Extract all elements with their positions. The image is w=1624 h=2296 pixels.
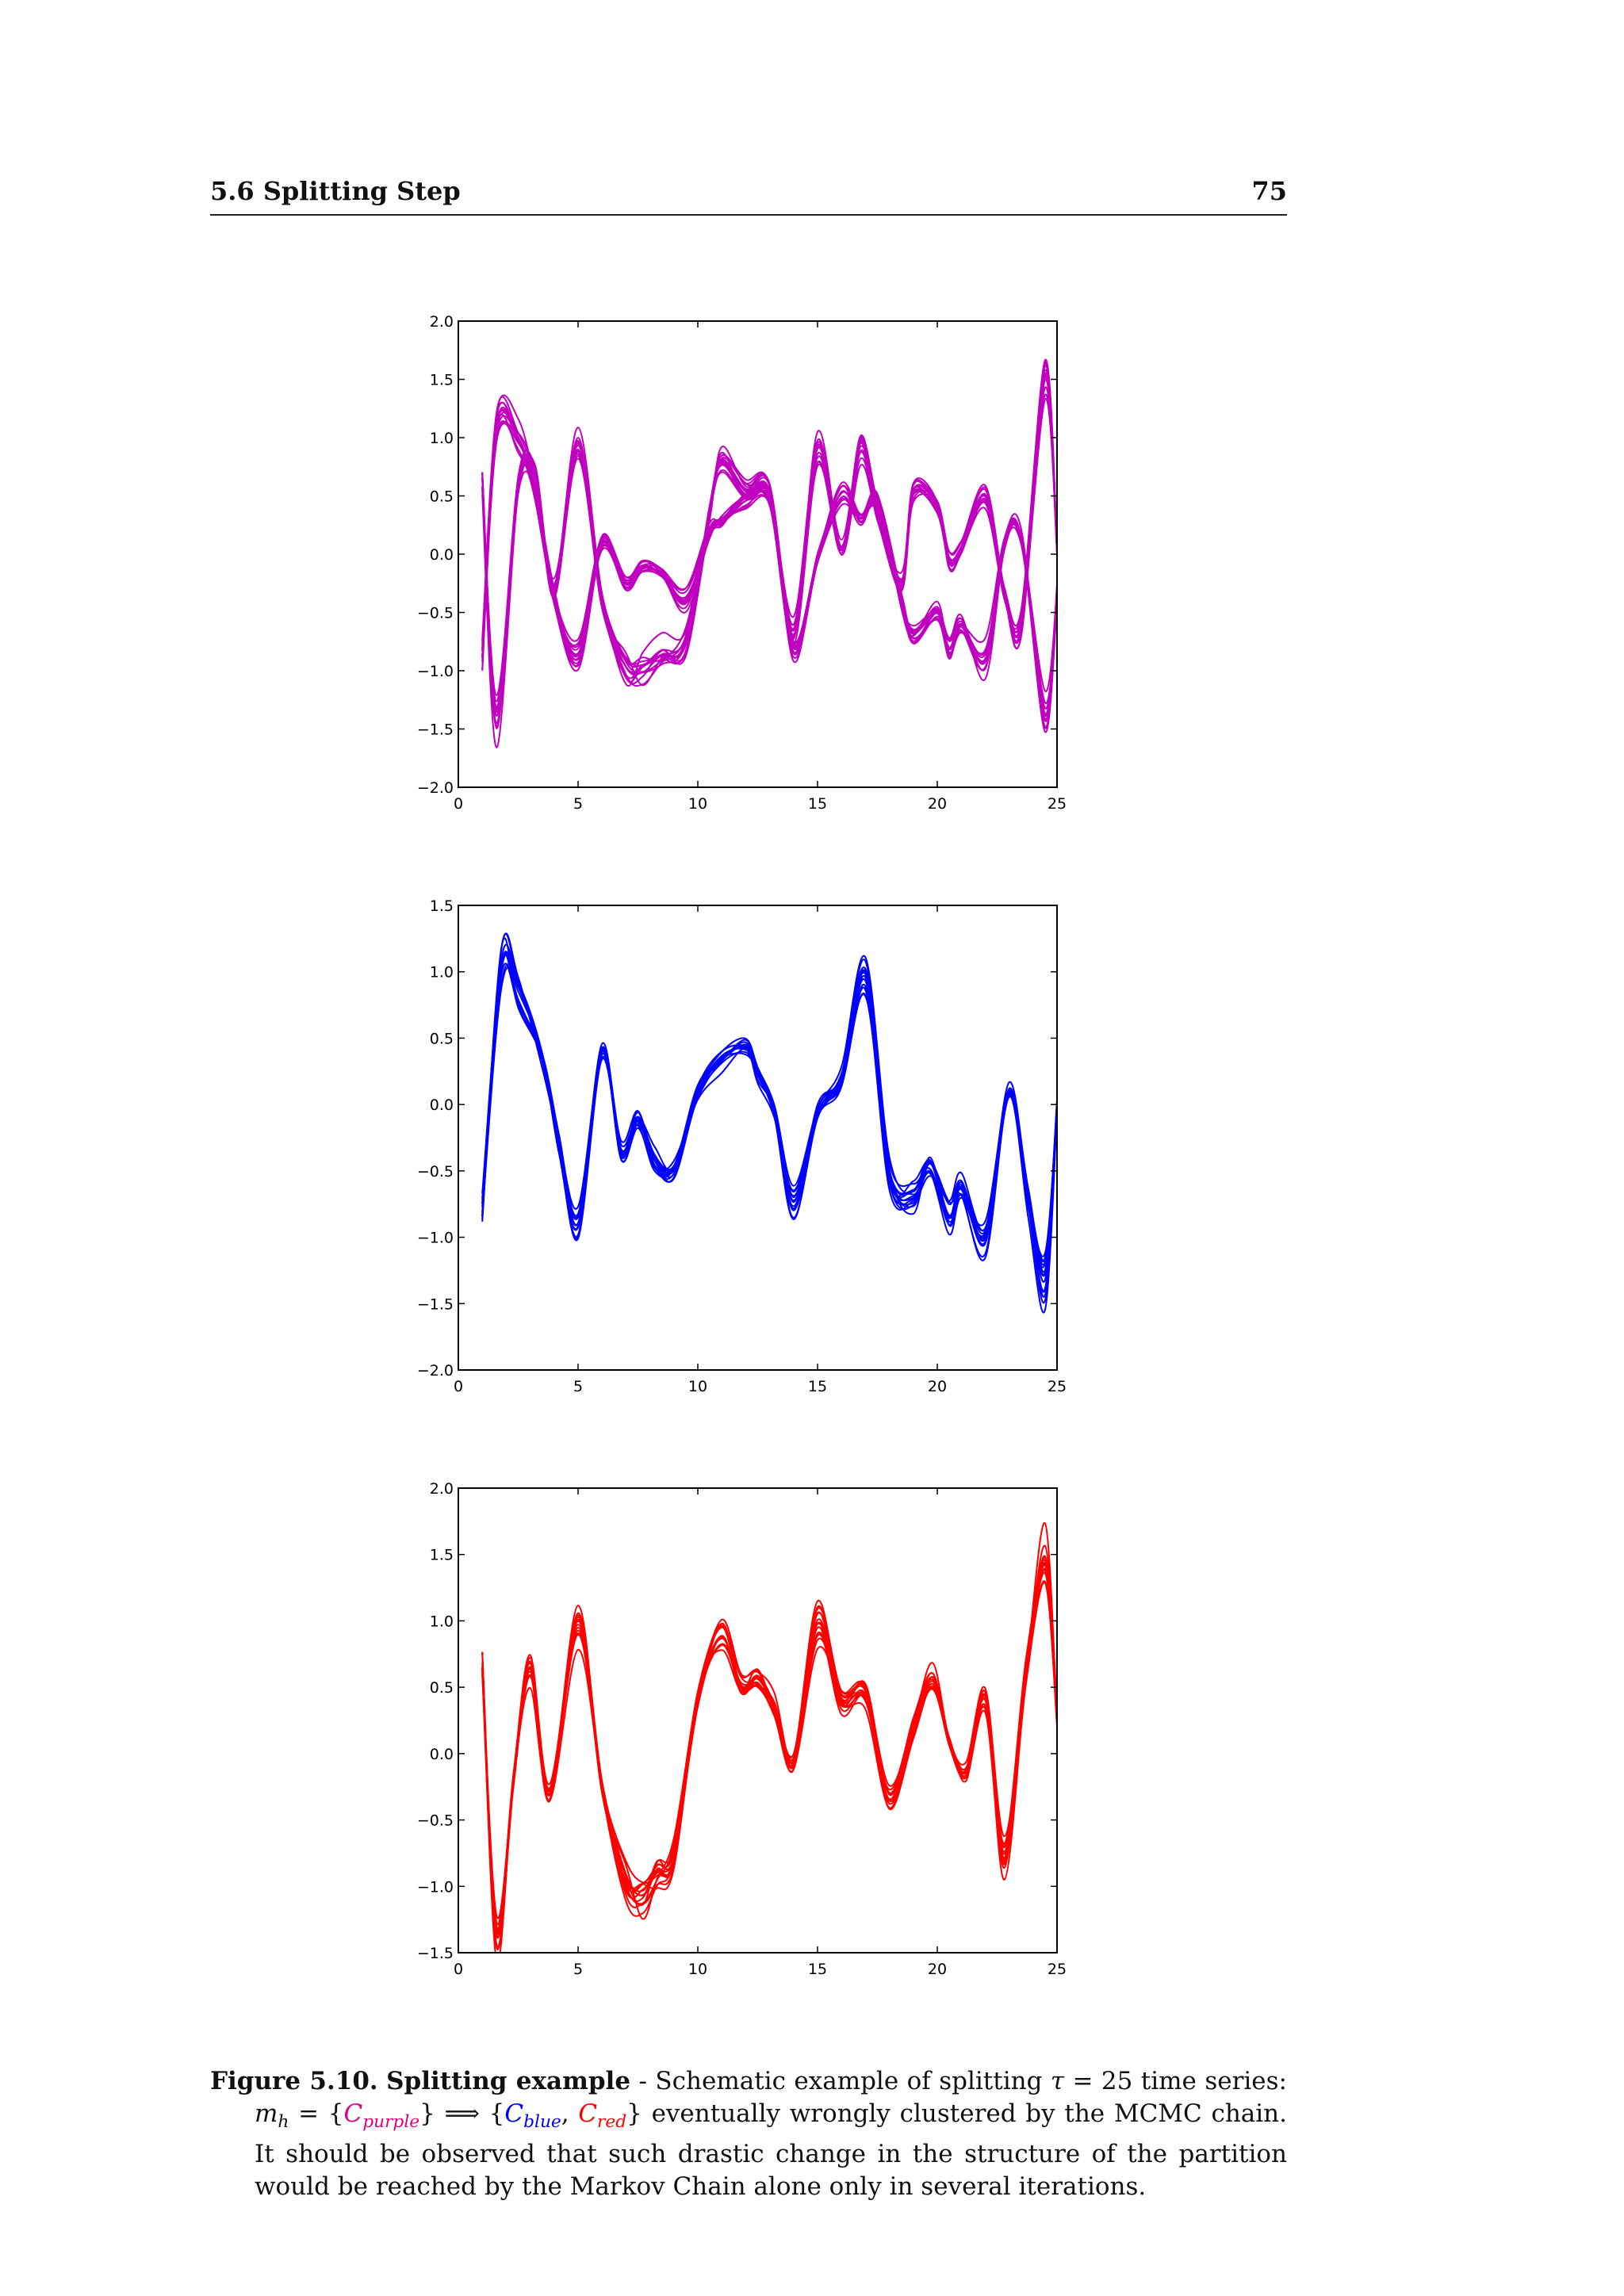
figure-title: Splitting example (386, 2067, 631, 2095)
running-head: 5.6 Splitting Step 75 (210, 173, 1287, 216)
y-tick-label: 1.5 (430, 1547, 454, 1564)
y-tick-label: −2.0 (417, 1362, 454, 1380)
x-tick-label: 15 (808, 1378, 827, 1395)
series-line-0-6 (481, 393, 1057, 671)
y-tick-label: 1.5 (430, 897, 454, 915)
series-line-0-8 (481, 951, 1057, 1292)
series-line-1-8 (481, 444, 1057, 717)
series-line-0-13 (481, 398, 1057, 660)
y-tick-label: −1.0 (417, 663, 454, 680)
x-tick-label: 25 (1048, 795, 1067, 813)
purple-chart: 0 5 10 15 20 25 −2.0 −1.5 −1.0 −0.5 0.0 0.5 1.0 1.5 2.… (417, 313, 1067, 813)
x-tick-label: 10 (688, 795, 707, 813)
x-tick-label: 25 (1048, 1961, 1067, 1978)
x-tick-label: 0 (454, 1961, 463, 1978)
x-tick-label: 5 (573, 1961, 583, 1978)
y-tick-label: 1.0 (430, 964, 454, 982)
figure-caption: Figure 5.10. Splitting example - Schemat… (210, 2067, 1288, 2202)
y-tick-label: 0.5 (430, 1030, 454, 1047)
y-tick-label: −0.5 (417, 1812, 454, 1830)
x-tick-label: 5 (573, 1378, 583, 1395)
page-number: 75 (1251, 176, 1287, 206)
figure-label: Figure 5.10. (210, 2067, 378, 2095)
red-chart: 0 5 10 15 20 25 −1.5 −1.0 −0.5 0.0 0.5 1.0 1.5 2.0 (417, 1480, 1067, 1978)
x-tick-label: 10 (688, 1961, 707, 1978)
series-group (481, 1522, 1057, 1953)
y-tick-label: −1.5 (417, 1945, 454, 1962)
y-tick-label: 0.5 (430, 488, 454, 506)
y-tick-label: 2.0 (430, 313, 454, 331)
y-tick-label: 1.5 (430, 372, 454, 389)
x-tick-label: 0 (454, 1378, 463, 1395)
y-tick-label: 1.0 (430, 1613, 454, 1630)
x-tick-label: 0 (454, 795, 463, 813)
series-line-0-12 (481, 378, 1057, 659)
series-line-0-13 (481, 937, 1057, 1257)
x-tick-label: 20 (928, 795, 947, 813)
y-tick-label: 0.0 (430, 1096, 454, 1114)
axes-frame (458, 905, 1058, 1371)
x-tick-label: 15 (808, 1961, 827, 1978)
x-tick-label: 20 (928, 1378, 947, 1395)
series-line-0-13 (481, 1563, 1057, 1926)
section-title: 5.6 Splitting Step (210, 176, 461, 206)
x-tick-label: 15 (808, 795, 827, 813)
series-line-0-6 (481, 951, 1057, 1293)
y-tick-label: −1.5 (417, 721, 454, 739)
y-tick-label: 0.0 (430, 546, 454, 564)
y-tick-label: 0.5 (430, 1679, 454, 1697)
series-line-0-3 (481, 962, 1057, 1304)
series-line-0-12 (481, 1582, 1057, 1919)
series-line-0-7 (481, 932, 1057, 1314)
caption-body: eventually wrongly clustered by the MCMC… (255, 2099, 1288, 2202)
y-tick-label: −1.0 (417, 1230, 454, 1247)
x-tick-label: 10 (688, 1378, 707, 1395)
series-line-0-10 (481, 360, 1057, 668)
axes-frame (458, 1487, 1058, 1954)
series-line-0-12 (481, 966, 1057, 1261)
series-group (481, 932, 1057, 1314)
series-line-0-2 (481, 1522, 1057, 1935)
y-tick-label: 1.0 (430, 430, 454, 447)
y-tick-label: −0.5 (417, 1163, 454, 1181)
blue-chart: 0 5 10 15 20 25 −2.0 −1.5 −1.0 −0.5 0.0 0.5 1.0 1.5 (417, 897, 1067, 1395)
series-line-0-4 (481, 954, 1057, 1298)
series-line-0-10 (481, 963, 1057, 1269)
series-line-0-10 (481, 1567, 1057, 1953)
y-tick-label: 2.0 (430, 1480, 454, 1498)
x-tick-label: 20 (928, 1961, 947, 1978)
series-line-1-13 (481, 441, 1057, 711)
series-line-0-11 (481, 953, 1057, 1283)
y-tick-label: −1.5 (417, 1295, 454, 1313)
y-tick-label: −2.0 (417, 779, 454, 797)
y-tick-label: −0.5 (417, 605, 454, 622)
series-group (481, 358, 1057, 749)
x-tick-label: 25 (1048, 1378, 1067, 1395)
x-tick-label: 5 (573, 795, 583, 813)
y-tick-label: 0.0 (430, 1746, 454, 1763)
y-tick-label: −1.0 (417, 1878, 454, 1896)
